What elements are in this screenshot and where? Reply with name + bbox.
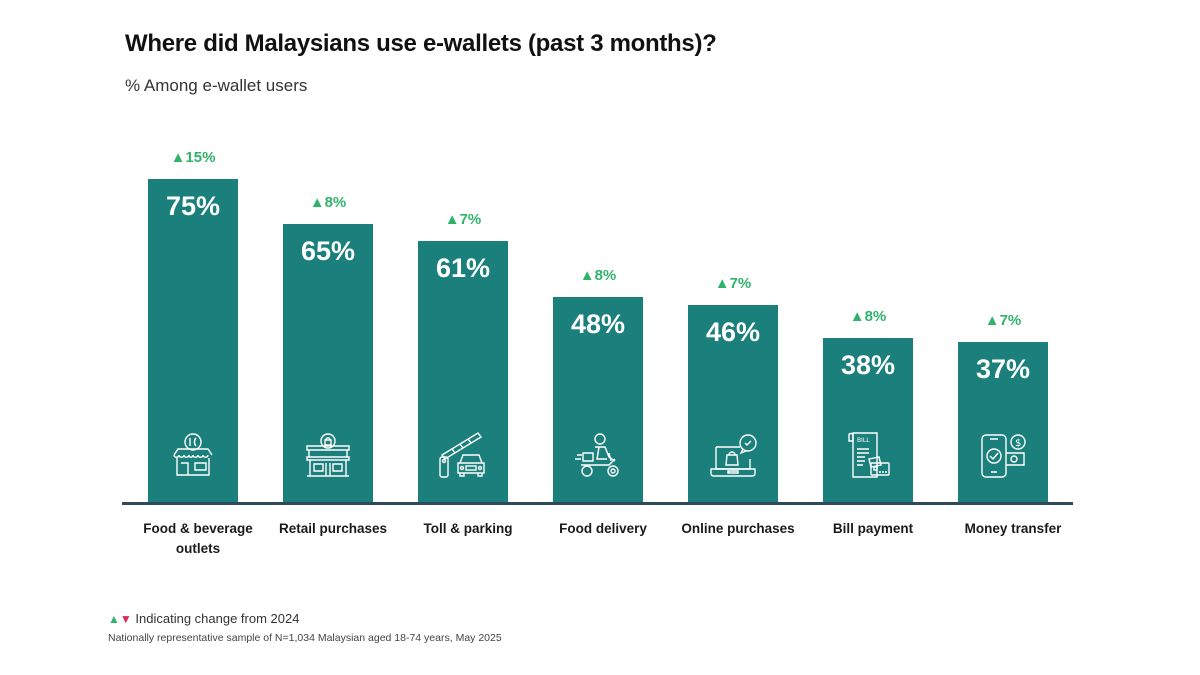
legend: ▲▼ Indicating change from 2024 [108, 611, 299, 626]
category-label: Money transfer [964, 521, 1062, 536]
laptop-shopping-bag-icon [710, 434, 757, 477]
category-label: Retail purchases [278, 521, 388, 536]
phone-money-transfer-icon: $ [981, 434, 1026, 478]
bar-bill-payment: 38% BILL [823, 338, 913, 503]
restaurant-storefront-icon [173, 433, 213, 476]
legend-text: Indicating change from 2024 [135, 611, 300, 626]
x-axis-baseline [122, 502, 1073, 505]
bill-receipt-card-icon: BILL [848, 432, 890, 478]
change-indicator: ▲15% [170, 149, 216, 166]
bar-retail-purchases: 65% [283, 224, 373, 503]
triangle-up-icon: ▲ [108, 612, 120, 626]
category-label: Food & beverage outlets [131, 519, 265, 559]
change-indicator: ▲8% [309, 194, 347, 211]
svg-text:BILL: BILL [857, 437, 870, 444]
bar-value: 37% [975, 354, 1031, 384]
footnote: Nationally representative sample of N=1,… [108, 632, 502, 644]
triangle-down-icon: ▼ [119, 612, 132, 626]
bar-toll-parking: 61% [418, 241, 508, 503]
bar-value: 46% [705, 317, 761, 347]
change-indicator: ▲8% [579, 267, 617, 284]
change-indicator: ▲8% [849, 308, 887, 325]
change-indicator: ▲7% [714, 275, 752, 292]
change-indicator: ▲7% [444, 211, 482, 228]
bar-value: 65% [300, 236, 356, 266]
category-label: Online purchases [681, 521, 795, 536]
retail-store-icon [306, 433, 350, 477]
category-label-line: outlets [175, 541, 221, 556]
category-label-line: Food & beverage [143, 521, 253, 536]
category-label: Food delivery [559, 521, 647, 536]
svg-text:$: $ [1015, 438, 1021, 449]
category-label: Toll & parking [423, 521, 513, 536]
bar-value: 75% [165, 191, 221, 221]
category-label: Bill payment [832, 521, 914, 536]
bar-food-delivery: 48% [553, 297, 643, 503]
bar-value: 48% [570, 309, 626, 339]
change-indicator: ▲7% [984, 312, 1022, 329]
bar-online-purchases: 46% [688, 305, 778, 503]
chart-title: Where did Malaysians use e-wallets (past… [125, 30, 717, 57]
delivery-scooter-icon [575, 433, 619, 477]
bar-money-transfer: 37% $ [958, 342, 1048, 503]
toll-barrier-car-icon [439, 432, 485, 478]
bar-value: 38% [840, 350, 896, 380]
chart-subtitle: % Among e-wallet users [125, 76, 308, 95]
bar-food-beverage: 75% [148, 179, 238, 503]
bar-value: 61% [435, 253, 491, 283]
